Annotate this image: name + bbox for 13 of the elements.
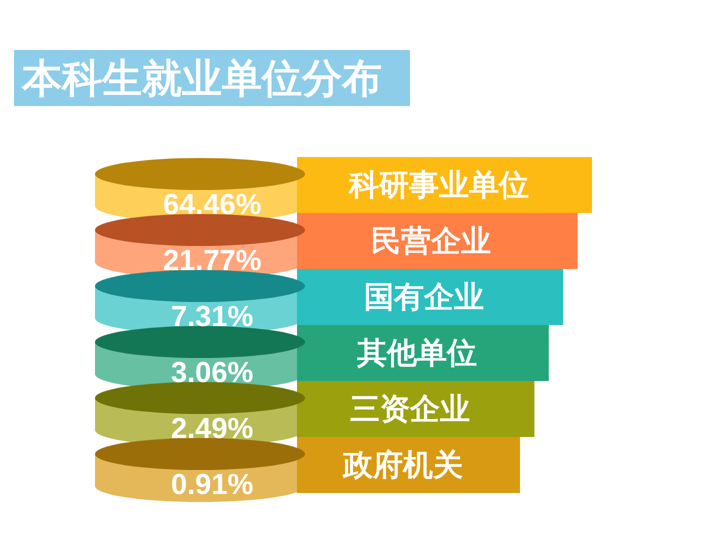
category-label: 政府机关 bbox=[342, 448, 463, 482]
category-label: 其他单位 bbox=[356, 337, 477, 370]
text: 本科生就业单位分布 bbox=[21, 57, 382, 101]
data-label: 2.49% bbox=[171, 413, 254, 445]
category-label: 三资企业 bbox=[350, 393, 470, 426]
data-label: 3.06% bbox=[171, 357, 254, 389]
category-label: 科研事业单位 bbox=[348, 169, 529, 202]
category-label: 民营企业 bbox=[371, 225, 491, 258]
data-label: 64.46% bbox=[163, 189, 262, 221]
category-label: 国有企业 bbox=[364, 281, 484, 314]
data-label: 0.91% bbox=[171, 469, 254, 501]
data-label: 7.31% bbox=[171, 301, 254, 333]
data-label: 21.77% bbox=[163, 245, 262, 277]
